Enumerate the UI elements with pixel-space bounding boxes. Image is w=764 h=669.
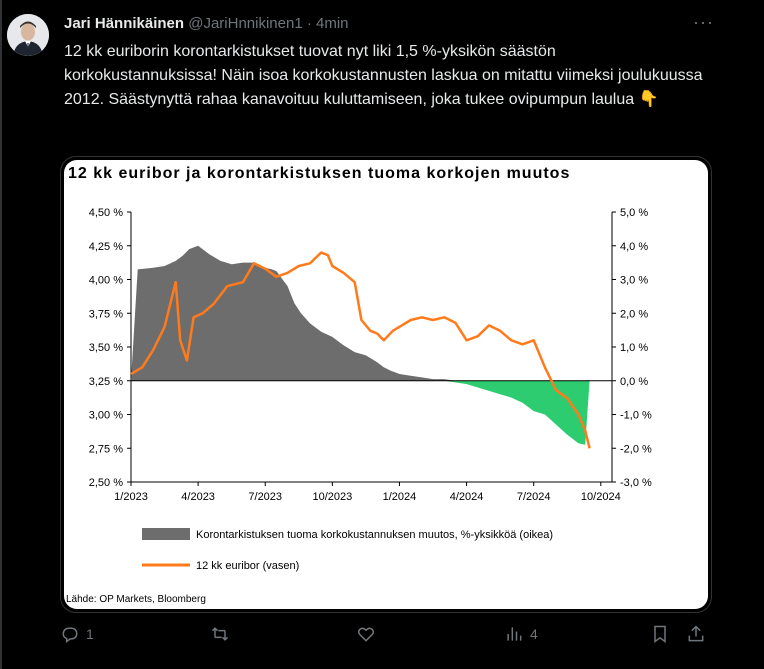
x-tick-label: 7/2023 xyxy=(248,491,282,503)
y-right-tick-label: -3,0 % xyxy=(620,477,652,489)
y-left-tick-label: 4,00 % xyxy=(89,275,123,287)
reply-icon xyxy=(62,627,78,643)
x-tick-label: 10/2024 xyxy=(581,491,621,503)
more-options-icon[interactable]: ··· xyxy=(693,12,714,32)
line-series-euribor xyxy=(130,251,591,449)
author-name[interactable]: Jari Hännikäinen xyxy=(64,15,185,32)
y-right-tick-label: 4,0 % xyxy=(620,241,648,253)
avatar-image xyxy=(7,14,49,56)
share-button[interactable] xyxy=(686,624,706,644)
thread-line xyxy=(0,0,2,669)
x-tick-label: 4/2023 xyxy=(181,491,215,503)
y-left-tick-label: 4,50 % xyxy=(89,207,123,219)
x-tick-label: 1/2024 xyxy=(383,491,417,503)
legend-swatch-area xyxy=(142,528,190,540)
share-icon xyxy=(688,625,704,642)
retweet-icon xyxy=(211,627,229,641)
tweet-body: 12 kk euriborin korontarkistukset tuovat… xyxy=(64,43,703,108)
x-tick-label: 1/2023 xyxy=(114,491,148,503)
views-count: 4 xyxy=(530,626,538,642)
y-left-tick-label: 3,75 % xyxy=(89,308,123,320)
y-left-tick-label: 3,50 % xyxy=(89,342,123,354)
tweet-header: Jari Hännikäinen @JariHnnikinen1 · 4min xyxy=(64,14,349,34)
retweet-button[interactable] xyxy=(210,624,236,644)
tweet-media[interactable]: 12 kk euribor ja korontarkistuksen tuoma… xyxy=(60,156,712,613)
y-left-tick-label: 3,25 % xyxy=(89,376,123,388)
x-tick-label: 7/2024 xyxy=(517,491,551,503)
x-tick-label: 10/2023 xyxy=(312,491,352,503)
y-left-tick-label: 2,50 % xyxy=(89,477,123,489)
avatar[interactable] xyxy=(7,14,49,56)
y-right-tick-label: 1,0 % xyxy=(620,342,648,354)
chart-plot: 4,50 % 4,25 % 4,00 % 3,75 % 3,50 % 3,25 % 3,00… xyxy=(89,207,652,572)
y-right-tick-label: 0,0 % xyxy=(620,376,648,388)
like-button[interactable] xyxy=(356,624,382,644)
y-right-tick-label: 3,0 % xyxy=(620,275,648,287)
tweet-actions: 1 4 xyxy=(60,624,710,654)
y-right-tick-label: 5,0 % xyxy=(620,207,648,219)
author-handle[interactable]: @JariHnnikinen1 xyxy=(188,15,303,32)
legend-label-line: 12 kk euribor (vasen) xyxy=(196,560,299,572)
y-right-tick-label: 2,0 % xyxy=(620,308,648,320)
y-right-tick-label: -1,0 % xyxy=(620,410,652,422)
reply-count: 1 xyxy=(86,626,94,642)
bookmark-icon xyxy=(654,625,666,643)
y-right-tick-label: -2,0 % xyxy=(620,443,652,455)
tweet-time[interactable]: 4min xyxy=(316,15,349,32)
y-left-tick-label: 2,75 % xyxy=(89,443,123,455)
reply-button[interactable]: 1 xyxy=(60,624,94,644)
time-separator: · xyxy=(306,15,312,32)
y-left-tick-label: 4,25 % xyxy=(89,241,123,253)
chart-source: Lähde: OP Markets, Bloomberg xyxy=(66,594,206,605)
analytics-icon xyxy=(507,627,522,641)
area-series-negative xyxy=(131,380,590,445)
chart-image: 12 kk euribor ja korontarkistuksen tuoma… xyxy=(64,160,708,609)
y-left-tick-label: 3,00 % xyxy=(89,410,123,422)
tweet-text: 12 kk euriborin korontarkistukset tuovat… xyxy=(64,40,704,112)
heart-icon xyxy=(357,627,375,642)
views-button[interactable]: 4 xyxy=(504,624,538,644)
x-tick-label: 4/2024 xyxy=(450,491,484,503)
pointing-down-emoji: 👇 xyxy=(638,91,659,108)
chart-title: 12 kk euribor ja korontarkistuksen tuoma… xyxy=(68,165,571,182)
legend-label-area: Korontarkistuksen tuoma korkokustannukse… xyxy=(196,529,553,541)
bookmark-button[interactable] xyxy=(650,624,670,644)
